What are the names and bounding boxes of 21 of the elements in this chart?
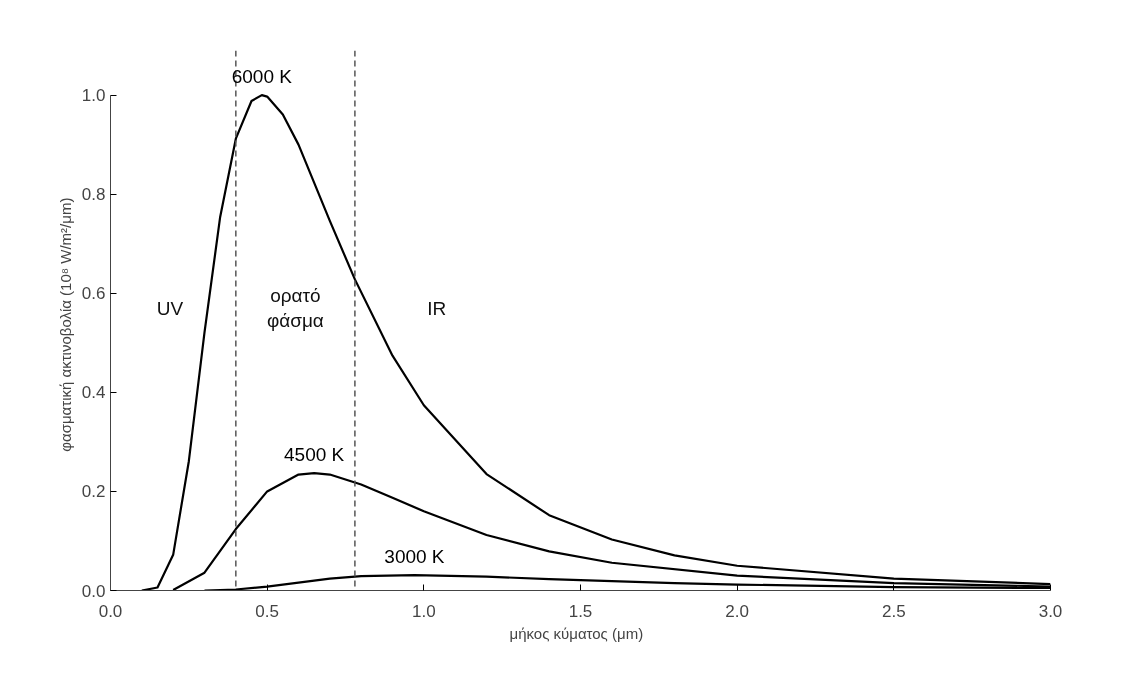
y-tick-label: 0.2 — [81, 482, 106, 502]
series-label: 6000 K — [231, 66, 293, 88]
x-tick-label: 2.5 — [882, 601, 906, 621]
x-tick-label: 1.0 — [412, 601, 436, 621]
x-tick-label: 3.0 — [1038, 601, 1063, 621]
y-tick-label: 0.0 — [81, 581, 106, 601]
y-tick-label: 0.6 — [81, 284, 106, 304]
x-tick-label: 0.5 — [255, 601, 279, 621]
annotation: IR — [427, 297, 447, 319]
series-label: 4500 K — [284, 444, 345, 466]
y-tick-label: 0.4 — [81, 383, 106, 403]
y-tick-label: 0.8 — [81, 185, 106, 205]
x-tick-label: 2.0 — [725, 601, 749, 621]
x-tick-label: 1.5 — [568, 601, 593, 621]
x-tick-label: 0.0 — [98, 601, 123, 621]
x-axis-title: μήκος κύματος (μm) — [509, 624, 644, 642]
annotation: UV — [156, 297, 184, 319]
y-axis-title: φασματική ακτινοβολία (10⁸ W/m²/μm) — [56, 197, 74, 452]
y-tick-label: 1.0 — [81, 86, 106, 106]
annotation: ορατό φάσμα — [266, 285, 324, 332]
series-label: 3000 K — [384, 546, 445, 568]
